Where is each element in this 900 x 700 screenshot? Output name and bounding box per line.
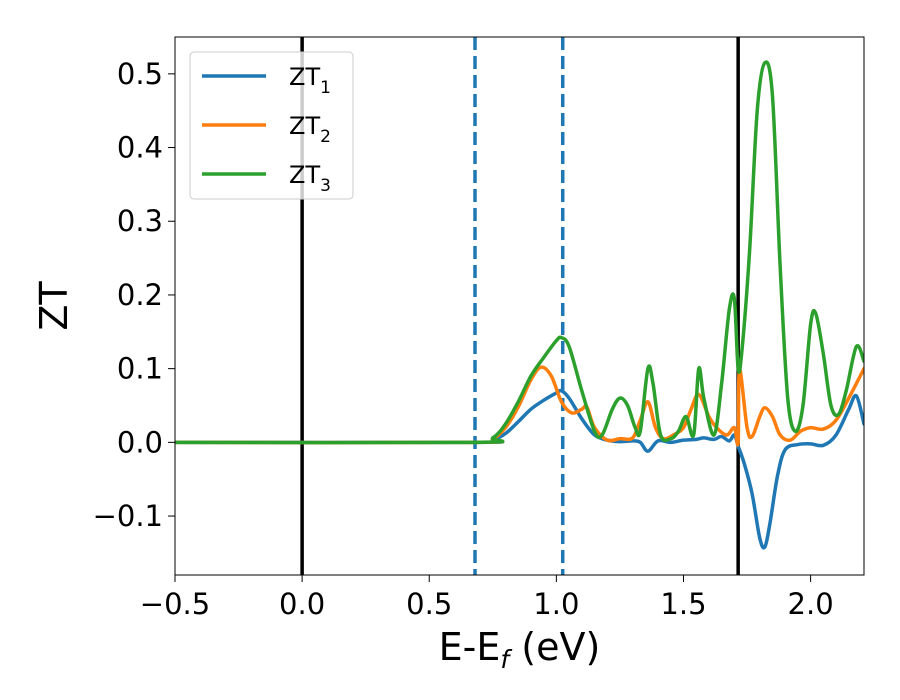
x-axis-label-unit: (eV) [509,625,600,669]
y-axis: −0.1 0.0 0.1 0.2 0.3 0.4 0.5 [93,57,175,533]
series-layer [175,60,864,550]
reference-lines [300,37,740,575]
x-tick-label: 2.0 [788,587,834,621]
series-line-zt2 [175,365,864,447]
y-tick-label: 0.0 [117,425,163,459]
legend-label-zt1: ZT1 [289,63,331,98]
x-axis: −0.5 0.0 0.5 1.0 1.5 2.0 [140,575,834,621]
x-tick-label: 1.0 [533,587,579,621]
plot-frame [174,36,865,576]
x-axis-label-main: E-E [439,625,501,669]
legend-box [189,51,354,200]
y-tick-label: 0.1 [117,352,163,386]
y-tick-label: 0.2 [117,278,163,312]
x-tick-label: 1.5 [660,587,706,621]
series-line-zt1 [175,388,864,550]
y-tick-label: 0.5 [117,57,163,91]
x-tick-label: 0.0 [279,587,325,621]
y-tick-label: 0.4 [117,131,163,165]
y-tick-label: −0.1 [93,499,163,533]
x-axis-label: E-Ef (eV) [439,625,601,674]
x-tick-label: −0.5 [140,587,210,621]
y-tick-label: 0.3 [117,204,163,238]
series-line-zt3 [175,60,864,445]
legend: ZT1 ZT2 ZT3 [189,51,354,200]
legend-label-zt2: ZT2 [289,112,331,147]
x-tick-label: 0.5 [406,587,452,621]
y-axis-label: ZT [32,281,76,331]
legend-label-zt3: ZT3 [289,161,331,196]
